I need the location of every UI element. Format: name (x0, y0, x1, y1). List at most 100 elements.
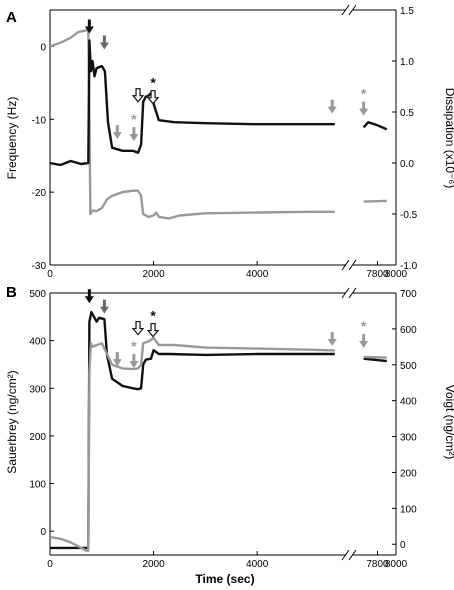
arrow-marker (112, 125, 122, 140)
arrow-shaft (87, 19, 91, 28)
asterisk-mark: * (150, 308, 156, 324)
axis-break-mark (348, 287, 357, 299)
arrow-marker (112, 352, 122, 367)
left-tick-label: -20 (32, 188, 47, 199)
open-arrow-icon (146, 322, 160, 338)
series-line-1 (363, 199, 387, 203)
arrow-shaft (102, 35, 106, 44)
left-tick-label: 200 (29, 432, 46, 443)
right-tick-label: -0.5 (400, 210, 418, 221)
arrow-head-icon (112, 359, 122, 367)
arrow-head-icon (129, 361, 139, 369)
arrow-head-icon (327, 106, 337, 114)
arrow-shaft (87, 289, 91, 298)
x-tick-label: 8000 (385, 269, 408, 280)
left-tick-label: 300 (29, 384, 46, 395)
panel-a-label: A (6, 9, 17, 26)
x-tick-label: 2000 (142, 559, 165, 570)
right-tick-label: 700 (400, 289, 417, 300)
arrow-head-icon (359, 341, 369, 349)
starred-arrow: * (146, 308, 160, 338)
left-tick-label: 0 (40, 42, 46, 53)
panel-a-ylabel: Frequency (Hz) (5, 97, 19, 180)
arrow-shaft (115, 125, 119, 134)
right-tick-label: 0 (400, 540, 406, 551)
right-tick-label: 1.0 (400, 57, 414, 68)
axis-break-mark (341, 259, 350, 271)
series-line-2 (49, 39, 335, 167)
axis-break-mark (348, 549, 357, 561)
arrow-marker (327, 99, 337, 114)
x-tick-label: 2000 (142, 269, 165, 280)
left-tick-label: 0 (40, 527, 46, 538)
arrow-head-icon (112, 132, 122, 140)
arrow-marker (99, 35, 109, 50)
starred-arrow: * (359, 86, 369, 116)
x-tick-label: 7800 (366, 269, 389, 280)
x-tick-label: 0 (47, 269, 53, 280)
panel-a-series (49, 28, 388, 220)
open-arrow-icon (131, 88, 145, 103)
right-tick-label: 200 (400, 468, 417, 479)
asterisk-mark: * (361, 86, 367, 102)
right-tick-label: 400 (400, 397, 417, 408)
panel-b-xlabel: Time (sec) (195, 572, 254, 586)
x-tick-label: 0 (47, 559, 53, 570)
open-arrow-icon (146, 90, 160, 105)
panel-a-annotations: * * * (84, 19, 369, 142)
arrow-head-icon (359, 108, 369, 116)
arrow-shaft (362, 334, 366, 343)
left-tick-label: 500 (29, 289, 46, 300)
axis-break-mark (348, 4, 357, 16)
arrow-shaft (132, 354, 136, 363)
arrow-shaft (330, 332, 334, 341)
panel-b-ticks: 500 400 300 200 100 0 700 600 500 400 300 200 100 0 0 2… (29, 289, 417, 570)
arrow-shaft (115, 352, 119, 361)
arrow-marker (84, 19, 94, 34)
panel-b-y2label: Voigt (ng/cm²) (443, 385, 454, 460)
arrow-marker (131, 88, 145, 103)
panel-b-series (49, 310, 387, 552)
panel-b-axes (49, 287, 397, 561)
series-line-2 (362, 121, 388, 131)
arrow-head-icon (84, 26, 94, 34)
starred-arrow: * (129, 111, 139, 142)
open-arrow-icon (131, 320, 145, 336)
arrow-head-icon (99, 42, 109, 50)
right-tick-label: 600 (400, 325, 417, 336)
panel-a: A Frequency (Hz) Dissipation (x10⁻⁶) 0 -1… (5, 4, 454, 280)
starred-arrow: * (146, 75, 160, 105)
series-line-2 (49, 336, 335, 552)
arrow-marker (327, 332, 337, 347)
left-tick-label: -10 (32, 115, 47, 126)
x-tick-label: 7800 (366, 559, 389, 570)
arrow-shaft (330, 99, 334, 108)
arrow-marker (99, 299, 109, 314)
panel-b-annotations: * * * (84, 289, 369, 369)
axis-break-mark (341, 549, 350, 561)
right-tick-label: 1.5 (400, 6, 414, 17)
starred-arrow: * (359, 318, 369, 349)
series-line-1 (363, 357, 387, 363)
right-tick-label: 0.0 (400, 159, 414, 170)
axis-break-mark (348, 259, 357, 271)
asterisk-mark: * (131, 111, 137, 127)
right-tick-label: 300 (400, 433, 417, 444)
arrow-shaft (102, 299, 106, 308)
starred-arrow: * (129, 338, 139, 369)
right-tick-label: 500 (400, 361, 417, 372)
arrow-marker (84, 289, 94, 304)
asterisk-mark: * (361, 318, 367, 334)
x-tick-label: 4000 (246, 559, 269, 570)
left-tick-label: -30 (32, 261, 47, 272)
x-tick-label: 8000 (385, 559, 408, 570)
arrow-head-icon (129, 134, 139, 142)
panel-b-label: B (6, 284, 17, 301)
arrow-head-icon (99, 306, 109, 314)
asterisk-mark: * (150, 75, 156, 91)
arrow-head-icon (327, 339, 337, 347)
right-tick-label: 0.5 (400, 108, 414, 119)
series-line-2 (363, 355, 387, 359)
asterisk-mark: * (131, 338, 137, 354)
panel-a-y2label: Dissipation (x10⁻⁶) (443, 88, 454, 189)
